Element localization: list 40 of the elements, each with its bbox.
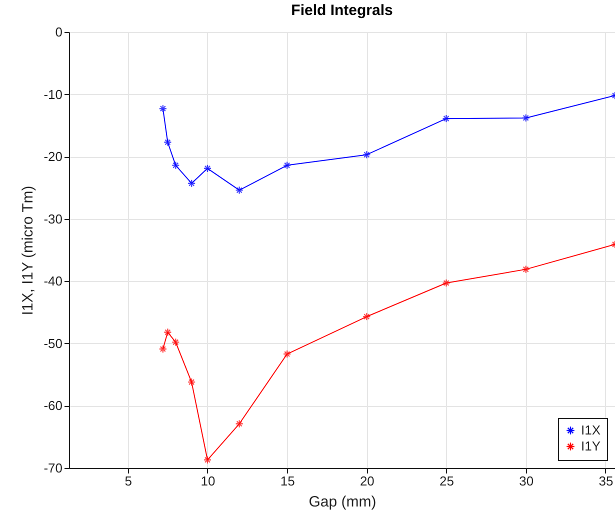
point [164,328,172,336]
x-tick-label: 10 [200,474,216,488]
y-axis-title: I1X, I1Y (micro Tm) [20,186,37,316]
point [235,420,244,428]
y-tick-label: -30 [44,211,62,226]
point [235,186,244,194]
point [172,161,180,170]
legend-label: I1X [581,422,601,438]
point [203,456,212,464]
x-axis-title: Gap (mm) [308,494,376,510]
point [158,104,168,113]
point [172,338,180,346]
x-tick-label: 25 [440,474,454,488]
point [282,161,292,170]
x-tick-label: 30 [519,474,534,488]
point [442,114,450,123]
x-tick-label: 20 [360,474,374,488]
legend-label: I1Y [581,438,601,454]
y-tick-label: -20 [44,149,62,164]
x-tick-label: 5 [124,474,132,488]
point [164,138,172,146]
point [187,179,196,188]
point [203,164,212,173]
y-tick-label: -50 [44,336,62,351]
y-tick-label: -10 [44,86,62,102]
x-tick-label: 35 [598,474,614,488]
point [362,150,371,159]
x-tick-label: 15 [280,474,295,488]
y-tick-label: -40 [44,274,62,289]
y-tick-label: -60 [44,398,62,414]
point [187,378,196,386]
point [442,278,450,288]
point [158,344,168,354]
point [362,312,371,321]
point [522,265,530,274]
y-tick-label: 0 [55,24,62,40]
y-tick-label: -70 [44,460,62,476]
point [282,350,292,358]
chart-title: Field Integrals [291,2,393,19]
point [522,114,530,122]
